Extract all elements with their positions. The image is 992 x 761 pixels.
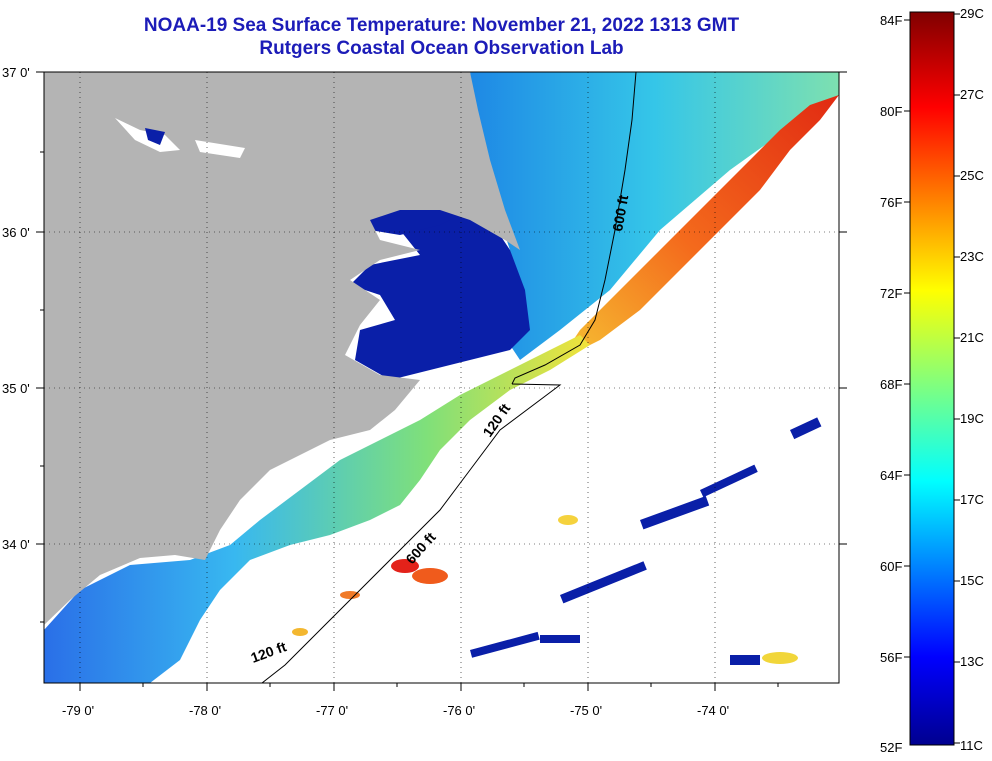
colorbar-c-11: 11C — [960, 738, 983, 753]
colorbar-f-64: 64F — [880, 468, 902, 483]
gulf-stream-band — [560, 95, 839, 360]
colorbar-f-84: 84F — [880, 13, 902, 28]
lat-label-35: 35 0' — [2, 381, 30, 396]
colorbar-c-13: 13C — [960, 654, 984, 669]
colorbar-f-56: 56F — [880, 650, 902, 665]
colorbar-c-21: 21C — [960, 330, 984, 345]
lon-label-77: -77 0' — [316, 703, 348, 718]
pamlico-sound — [350, 210, 530, 380]
colorbar-f-68: 68F — [880, 377, 902, 392]
scattered-cold-patches — [470, 417, 822, 665]
colorbar-c-19: 19C — [960, 411, 984, 426]
lon-label-79: -79 0' — [62, 703, 94, 718]
lon-label-75: -75 0' — [570, 703, 602, 718]
colorbar-f-80: 80F — [880, 104, 902, 119]
map-title: NOAA-19 Sea Surface Temperature: Novembe… — [44, 14, 839, 60]
colorbar-c-25: 25C — [960, 168, 984, 183]
lat-label-34: 34 0' — [2, 537, 30, 552]
title-line-2: Rutgers Coastal Ocean Observation Lab — [259, 38, 624, 59]
graticule — [44, 72, 839, 683]
colorbar-ticks — [904, 13, 960, 744]
colorbar-f-72: 72F — [880, 286, 902, 301]
colorbar-c-15: 15C — [960, 573, 984, 588]
isobath-120ft — [261, 383, 562, 683]
inland-lake — [195, 140, 245, 158]
colorbar-c-27: 27C — [960, 87, 984, 102]
colorbar-c-29: 29C — [960, 6, 984, 21]
inland-lake — [145, 128, 165, 145]
colorbar-f-60: 60F — [880, 559, 902, 574]
northern-shelf-water — [470, 72, 839, 360]
title-line-1: NOAA-19 Sea Surface Temperature: Novembe… — [143, 15, 740, 36]
map-frame — [43, 71, 840, 684]
colorbar — [909, 11, 955, 746]
colorbar-f-76: 76F — [880, 195, 902, 210]
lat-label-36: 36 0' — [2, 225, 30, 240]
lon-label-76: -76 0' — [443, 703, 475, 718]
scattered-warm-patches — [292, 515, 798, 664]
lon-label-78: -78 0' — [189, 703, 221, 718]
latitude-axis — [36, 71, 847, 623]
colorbar-c-23: 23C — [960, 249, 984, 264]
longitude-axis — [79, 683, 779, 691]
isobath-600ft-north — [511, 72, 637, 385]
lon-label-74: -74 0' — [697, 703, 729, 718]
colorbar-c-17: 17C — [960, 492, 984, 507]
land-mass — [44, 72, 520, 625]
coastal-shelf-water — [44, 335, 590, 683]
colorbar-f-52: 52F — [880, 740, 902, 755]
isobath-label-600ft-north: 600 ft — [609, 193, 631, 232]
lat-label-37: 37 0' — [2, 65, 30, 80]
